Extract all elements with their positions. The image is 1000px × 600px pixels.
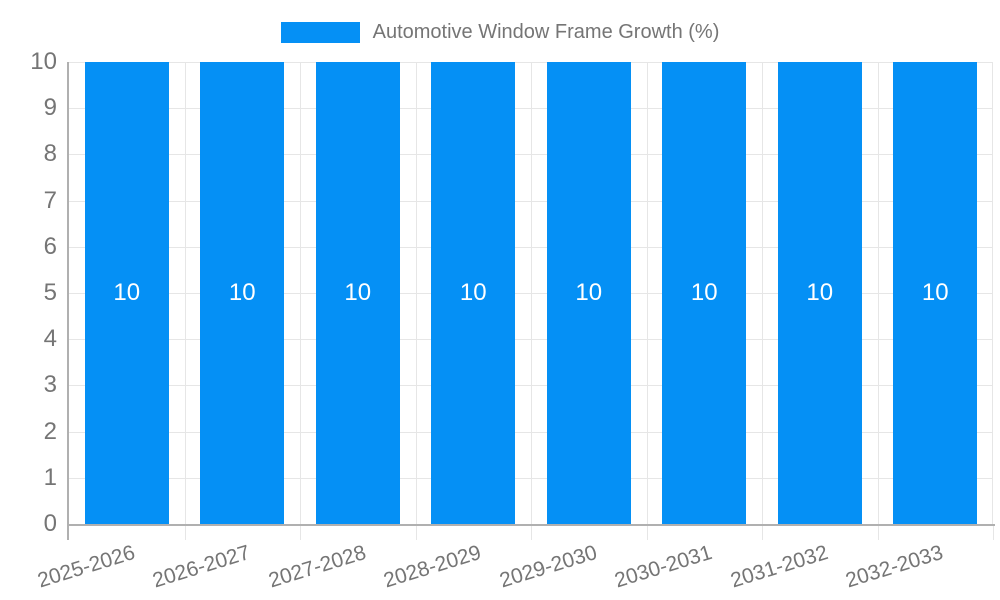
y-axis-label: 5: [43, 279, 57, 306]
bar-2032-2033[interactable]: 10: [893, 62, 978, 524]
bar-2027-2028[interactable]: 10: [315, 62, 400, 524]
gridline-v: [877, 62, 879, 524]
y-axis-label: 9: [43, 94, 57, 122]
x-axis-tick: [877, 526, 879, 540]
gridline-v: [762, 62, 763, 524]
y-axis-label: 4: [43, 325, 57, 353]
gridline-v: [415, 62, 417, 524]
x-axis-tick: [993, 526, 994, 540]
y-axis-label: 2: [43, 417, 57, 445]
x-axis-tick: [415, 526, 417, 540]
legend[interactable]: Automotive Window Frame Growth (%): [0, 21, 1000, 43]
y-axis-line: [67, 62, 69, 524]
x-axis-tick: [531, 526, 532, 540]
x-axis-tick: [184, 526, 186, 540]
bar-value-label: 10: [575, 279, 603, 306]
bar-2028-2029[interactable]: 10: [431, 62, 516, 524]
y-axis-label: 1: [43, 463, 57, 491]
legend-label: Automotive Window Frame Growth (%): [372, 20, 720, 43]
bar-value-label: 10: [921, 279, 949, 306]
gridline-v: [184, 62, 186, 524]
plot-area: 10 10 10 10 10 10 10 10: [69, 62, 993, 524]
bar-2031-2032[interactable]: 10: [777, 62, 862, 524]
bar-value-label: 10: [113, 279, 141, 306]
bar-2029-2030[interactable]: 10: [546, 62, 631, 524]
x-axis-line: [67, 524, 995, 526]
gridline-v: [531, 62, 532, 524]
bar-value-label: 10: [690, 279, 718, 306]
legend-swatch: [280, 21, 360, 43]
gridline-v: [646, 62, 648, 524]
bar-value-label: 10: [228, 279, 256, 306]
y-axis-label: 6: [43, 232, 57, 260]
y-axis-label: 10: [30, 48, 57, 75]
y-axis-label: 7: [43, 186, 57, 214]
bar-value-label: 10: [806, 279, 834, 306]
bar-2026-2027[interactable]: 10: [200, 62, 285, 524]
gridline-v: [992, 62, 993, 524]
x-axis-tick: [762, 526, 763, 540]
x-axis-tick: [646, 526, 648, 540]
y-axis-label: 0: [43, 510, 57, 537]
y-axis-label: 3: [43, 371, 57, 399]
x-axis-tick: [67, 526, 69, 540]
bar-value-label: 10: [459, 279, 487, 306]
gridline-v: [300, 62, 301, 524]
y-axis-label: 8: [43, 140, 57, 168]
bar-value-label: 10: [344, 279, 372, 306]
x-axis-tick: [300, 526, 301, 540]
bar-2025-2026[interactable]: 10: [84, 62, 169, 524]
bar-2030-2031[interactable]: 10: [662, 62, 747, 524]
